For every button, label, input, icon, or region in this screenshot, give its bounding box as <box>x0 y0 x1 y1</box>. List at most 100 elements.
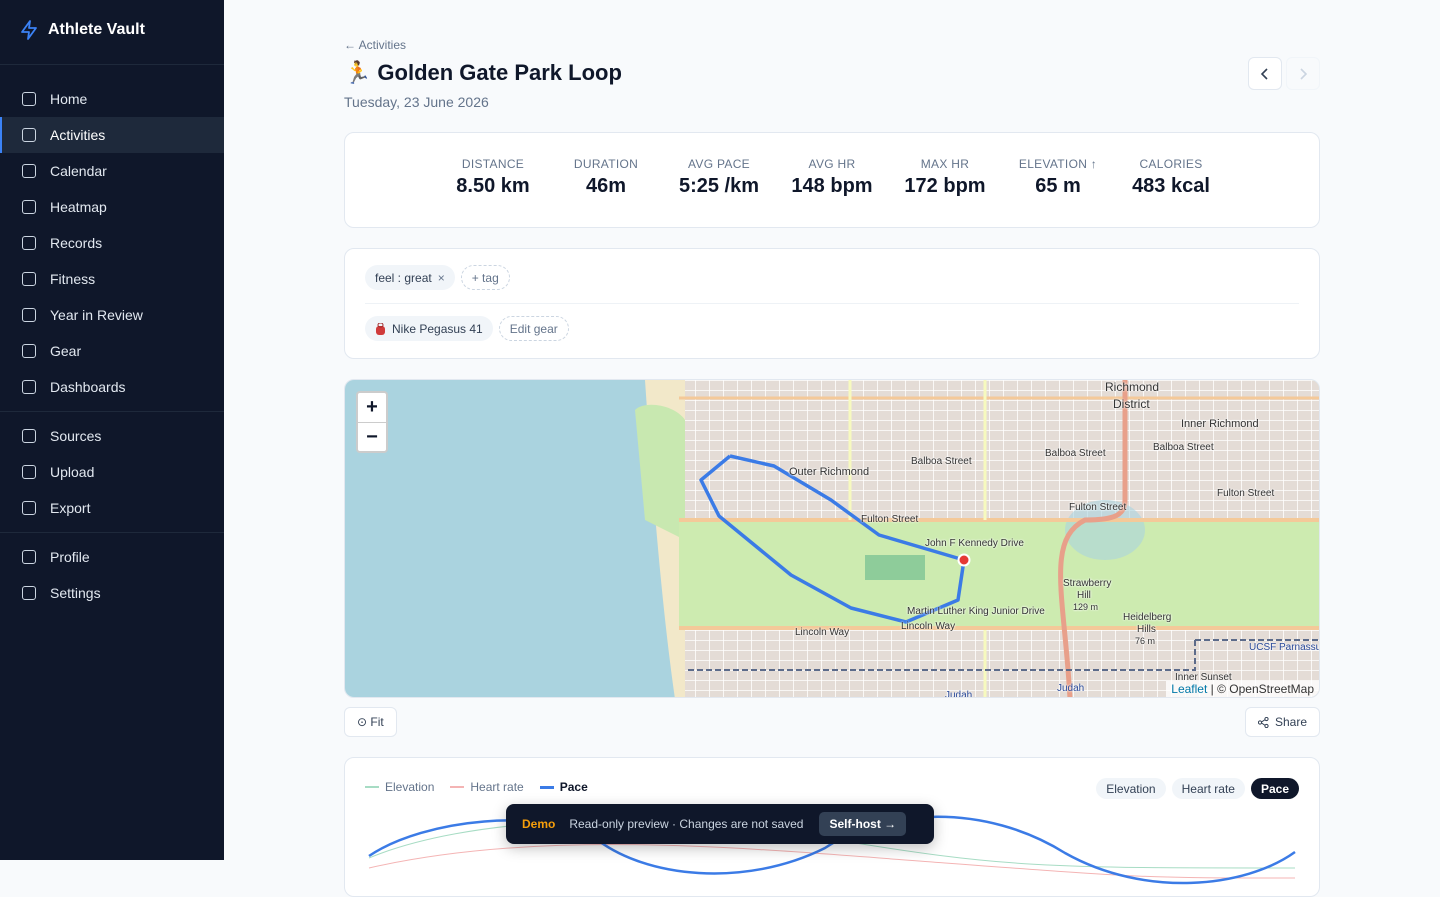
nav-label: Gear <box>50 343 82 359</box>
demo-text: Read-only preview · Changes are not save… <box>569 817 804 831</box>
map-label: Fulton Street <box>861 514 919 525</box>
divider <box>365 303 1299 304</box>
share-icon <box>1257 716 1269 728</box>
share-button[interactable]: Share <box>1244 707 1320 737</box>
stat-value: 65 m <box>1035 175 1081 197</box>
stat-value: 172 bpm <box>904 175 986 197</box>
nav-item[interactable]: Upload <box>0 454 224 490</box>
map-label: Lincoln Way <box>901 621 956 632</box>
attribution: Leaflet | © OpenStreetMap <box>1166 681 1319 697</box>
tag[interactable]: feel : great × <box>365 265 455 290</box>
brand[interactable]: Athlete Vault <box>20 20 145 40</box>
series-toggle[interactable]: Heart rate <box>1171 778 1245 799</box>
legend-label: Heart rate <box>470 780 524 794</box>
nav-item[interactable]: Home <box>0 81 224 117</box>
stat: AVG HR 148 bpm <box>776 157 889 198</box>
next-button[interactable] <box>1286 57 1320 90</box>
map-label: 76 m <box>1135 636 1156 646</box>
nav-label: Profile <box>50 549 90 565</box>
tags-card: feel : great × + tag Nike Pegasus 41 Edit… <box>344 248 1320 359</box>
map-tiles <box>345 380 1319 697</box>
separator <box>0 532 224 533</box>
stat: CALORIES 483 kcal <box>1115 157 1228 198</box>
nav-item[interactable]: Sources <box>0 418 224 454</box>
page: Athlete Vault { "sidebar": { "brand": "A… <box>0 0 1320 897</box>
nav: Home Activities Calendar Heatmap Records Fitn… <box>0 64 224 611</box>
nav-item[interactable]: Calendar <box>0 153 224 189</box>
map-label: Hill <box>1077 590 1091 601</box>
nav-item[interactable]: Heatmap <box>0 189 224 225</box>
nav-item[interactable]: Profile <box>0 539 224 575</box>
gear-pill[interactable]: Nike Pegasus 41 <box>365 316 493 341</box>
demo-banner: Demo Read-only preview · Changes are not… <box>506 804 934 844</box>
map-label: John F Kennedy Drive <box>925 538 1024 549</box>
nav-label: Heatmap <box>50 199 107 215</box>
stat-label: MAX HR <box>920 157 970 171</box>
nav-item[interactable]: Activities <box>0 117 224 153</box>
gear-row: Nike Pegasus 41 Edit gear <box>365 316 569 341</box>
brand-icon <box>21 20 37 40</box>
nav-icon <box>22 380 36 394</box>
legend-item[interactable]: Pace <box>539 780 588 794</box>
map-label: UCSF Parnassus <box>1249 642 1320 653</box>
legend-swatch <box>450 786 465 788</box>
nav-icon <box>22 128 36 142</box>
nav-label: Home <box>50 91 88 107</box>
nav-label: Dashboards <box>50 379 126 395</box>
add-tag[interactable]: + tag <box>460 265 510 290</box>
legend-item[interactable]: Heart rate <box>450 780 524 794</box>
stat-value: 483 kcal <box>1132 175 1210 197</box>
nav-item[interactable]: Gear <box>0 333 224 369</box>
zoom-out[interactable]: − <box>366 426 378 448</box>
nav-item[interactable]: Settings <box>0 575 224 611</box>
stat: AVG PACE 5:25 /km <box>663 157 776 198</box>
map-label: Fulton Street <box>1217 488 1275 499</box>
separator <box>0 411 224 412</box>
gear-name: Nike Pegasus 41 <box>392 321 483 336</box>
legend-swatch <box>365 786 379 788</box>
map-label: Martin Luther King Junior Drive <box>907 606 1045 617</box>
nav-item[interactable]: Year in Review <box>0 297 224 333</box>
tag-remove[interactable]: × <box>437 270 445 285</box>
stat-label: DURATION <box>573 157 639 171</box>
map-label: Balboa Street <box>1153 442 1214 453</box>
map-label: Strawberry <box>1063 578 1112 589</box>
edit-gear[interactable]: Edit gear <box>498 316 569 341</box>
nav-label: Fitness <box>50 271 96 287</box>
stat: ELEVATION ↑ 65 m <box>1002 157 1115 198</box>
legend-item[interactable]: Elevation <box>365 780 434 794</box>
map-label: Fulton Street <box>1069 502 1127 513</box>
map-label: Lincoln Way <box>795 627 850 638</box>
nav-icon <box>22 92 36 106</box>
prev-button[interactable] <box>1248 57 1282 90</box>
series-toggle[interactable]: Elevation <box>1096 778 1166 799</box>
nav-label: Calendar <box>50 163 107 179</box>
title-emoji: 🏃 <box>344 60 372 85</box>
map-label: Outer Richmond <box>789 466 870 478</box>
activity-date: Tuesday, 23 June 2026 <box>344 94 489 110</box>
zoom-in[interactable]: + <box>358 393 386 423</box>
back-link[interactable]: ← Activities <box>344 38 407 52</box>
separator <box>0 64 224 65</box>
nav-item[interactable]: Records <box>0 225 224 261</box>
fit-button[interactable]: ⊙ Fit <box>344 707 397 737</box>
series-toggle[interactable]: Pace <box>1250 778 1299 799</box>
leaflet-link[interactable]: Leaflet <box>1171 682 1208 696</box>
nav-label: Settings <box>50 585 101 601</box>
stat-label: AVG PACE <box>688 157 750 171</box>
map-label: District <box>1113 397 1150 411</box>
self-host-button[interactable]: Self-host → <box>819 812 907 836</box>
map-label: Balboa Street <box>911 456 972 467</box>
nav-item[interactable]: Export <box>0 490 224 526</box>
nav-icon <box>22 501 36 515</box>
chart-legend: Elevation Heart rate Pace <box>365 780 588 794</box>
demo-badge: Demo <box>522 817 556 831</box>
map-label: Balboa Street <box>1045 448 1106 459</box>
nav-item[interactable]: Fitness <box>0 261 224 297</box>
map-label: Inner Richmond <box>1181 418 1259 430</box>
map[interactable]: + − Richmond District Inner Richmond Out… <box>344 379 1320 698</box>
nav-icon <box>22 308 36 322</box>
nav-item[interactable]: Dashboards <box>0 369 224 405</box>
tag-text: feel : great <box>375 270 432 285</box>
stat-label: ELEVATION ↑ <box>1018 157 1098 171</box>
